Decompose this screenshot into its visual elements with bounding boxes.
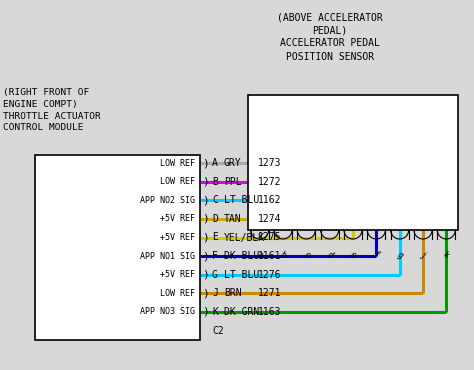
Text: ): ) <box>202 232 209 242</box>
Text: LOW REF: LOW REF <box>160 289 195 298</box>
Text: LOW REF: LOW REF <box>160 177 195 186</box>
Text: (RIGHT FRONT OF
ENGINE COMPT)
THROTTLE ACTUATOR
CONTROL MODULE: (RIGHT FRONT OF ENGINE COMPT) THROTTLE A… <box>3 88 101 132</box>
Text: e: e <box>348 250 357 260</box>
Text: G: G <box>212 270 218 280</box>
Text: C: C <box>212 195 218 205</box>
Text: ): ) <box>202 307 209 317</box>
Text: APP NO1 SIG: APP NO1 SIG <box>140 252 195 260</box>
Text: 1272: 1272 <box>258 176 282 186</box>
Text: F: F <box>212 251 218 261</box>
Text: ): ) <box>202 251 209 261</box>
Text: D: D <box>212 214 218 224</box>
Text: 1161: 1161 <box>258 251 282 261</box>
Text: ): ) <box>202 158 209 168</box>
Text: E: E <box>212 232 218 242</box>
Text: 1275: 1275 <box>258 232 282 242</box>
Text: (ABOVE ACCELERATOR
PEDAL)
ACCELERATOR PEDAL
POSITION SENSOR: (ABOVE ACCELERATOR PEDAL) ACCELERATOR PE… <box>277 12 383 61</box>
Text: ): ) <box>202 288 209 298</box>
Text: a: a <box>255 250 264 260</box>
Text: PPL: PPL <box>224 176 242 186</box>
Text: ): ) <box>202 195 209 205</box>
Text: J: J <box>212 288 218 298</box>
Text: ): ) <box>202 214 209 224</box>
Text: YEL/BLK: YEL/BLK <box>224 232 265 242</box>
Text: c: c <box>302 250 311 260</box>
Text: +5V REF: +5V REF <box>160 233 195 242</box>
Text: 1162: 1162 <box>258 195 282 205</box>
Text: 1271: 1271 <box>258 288 282 298</box>
Text: b: b <box>279 250 287 260</box>
Text: +5V REF: +5V REF <box>160 270 195 279</box>
Text: APP NO3 SIG: APP NO3 SIG <box>140 307 195 316</box>
Text: 1273: 1273 <box>258 158 282 168</box>
Text: f: f <box>372 250 381 260</box>
Text: ): ) <box>202 270 209 280</box>
Text: LT BLU: LT BLU <box>224 270 259 280</box>
Text: TAN: TAN <box>224 214 242 224</box>
Text: A: A <box>212 158 218 168</box>
Text: d: d <box>325 250 334 260</box>
Text: +5V REF: +5V REF <box>160 214 195 223</box>
Text: 1163: 1163 <box>258 307 282 317</box>
Text: APP NO2 SIG: APP NO2 SIG <box>140 196 195 205</box>
Text: DK GRN: DK GRN <box>224 307 259 317</box>
Text: C2: C2 <box>212 326 224 336</box>
Text: j: j <box>419 250 428 260</box>
Text: 1274: 1274 <box>258 214 282 224</box>
Text: GRY: GRY <box>224 158 242 168</box>
Text: LOW REF: LOW REF <box>160 158 195 168</box>
Text: ): ) <box>202 176 209 186</box>
Text: DK BLU: DK BLU <box>224 251 259 261</box>
Bar <box>248 95 458 230</box>
Text: g: g <box>395 250 404 260</box>
Bar <box>35 155 200 340</box>
Text: 1276: 1276 <box>258 270 282 280</box>
Text: LT BLU: LT BLU <box>224 195 259 205</box>
Text: k: k <box>442 250 451 260</box>
Text: K: K <box>212 307 218 317</box>
Text: B: B <box>212 176 218 186</box>
Text: BRN: BRN <box>224 288 242 298</box>
